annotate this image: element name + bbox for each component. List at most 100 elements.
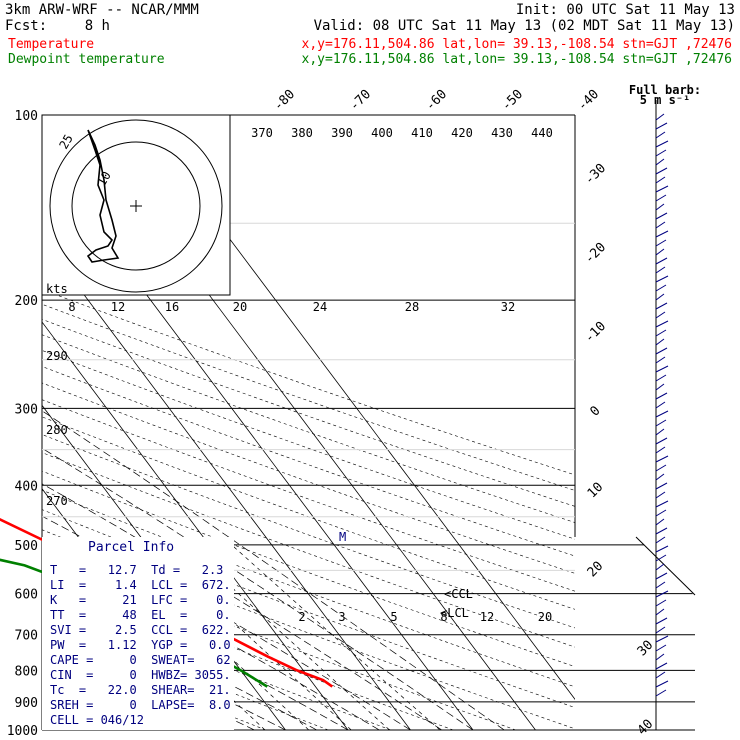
theta-e-label: 430 (491, 126, 513, 140)
hodograph-ring-outer (71, 141, 201, 271)
pressure-label: 1000 (7, 724, 38, 739)
wind-barb (655, 563, 665, 571)
speed-tick-label: 28 (405, 300, 419, 314)
wind-barb (655, 122, 668, 130)
pressure-label: 200 (15, 294, 38, 309)
wind-legend: Full barb: 5 m s⁻¹ (629, 83, 701, 107)
speed-tick-label: 20 (233, 300, 247, 314)
temperature-profile (0, 518, 334, 688)
wind-barb (655, 608, 665, 616)
isotherm-label: -30 (582, 161, 609, 188)
wind-barb (655, 149, 667, 157)
wind-barb (655, 581, 666, 589)
dewpoint-station-info: x,y=176.11,504.86 lat,lon= 39.13,-108.54… (302, 52, 732, 67)
wind-barb (655, 176, 666, 184)
isotherm (42, 321, 349, 730)
header: 3km ARW-WRF -- NCAR/MMM Init: 00 UTC Sat… (5, 2, 735, 67)
theta-label: 270 (46, 494, 68, 508)
wind-barb (655, 473, 665, 481)
theta-label: 280 (46, 423, 68, 437)
wind-barb (655, 392, 668, 400)
wind-barb (655, 410, 669, 418)
wind-barb (655, 320, 669, 328)
wind-barbs (655, 113, 669, 697)
mixing-ratio-label: 12 (480, 610, 494, 624)
dry-adiabat (42, 550, 516, 730)
parcel-info-line: SREH = 0 LAPSE= 8.0 (50, 698, 231, 712)
wind-barb (655, 338, 665, 346)
parcel-info-line: T = 12.7 Td = 2.3 (50, 563, 223, 577)
wind-barb (655, 239, 667, 247)
wind-barb (655, 194, 667, 202)
speed-tick-label: 32 (501, 300, 515, 314)
wind-barb (655, 131, 666, 139)
theta-label: 290 (46, 349, 68, 363)
wind-barb (655, 113, 665, 121)
wind-barb (655, 329, 667, 337)
init-time: Init: 00 UTC Sat 11 May 13 (516, 2, 735, 18)
wind-barb (655, 491, 666, 499)
wind-barb (655, 383, 665, 391)
wind-barb (655, 140, 669, 148)
parcel-info-line: TT = 48 EL = 0. (50, 608, 231, 622)
wind-barb (655, 599, 667, 607)
wind-barb (655, 257, 668, 265)
wind-barb (655, 203, 665, 211)
dewpoint-legend-label: Dewpoint temperature (8, 52, 165, 67)
speed-tick-label: 12 (111, 300, 125, 314)
wind-legend-title: Full barb: (629, 83, 701, 97)
wind-barb (655, 635, 669, 643)
mixing-ratio-label: 20 (538, 610, 552, 624)
wind-legend-units: 5 m s⁻¹ (640, 93, 691, 107)
mixing-ratio-label: 5 (390, 610, 397, 624)
wind-barb (655, 401, 666, 409)
pressure-label: 700 (15, 629, 38, 644)
wind-barb (655, 275, 669, 283)
wind-barb (655, 311, 666, 319)
theta-e-label: 410 (411, 126, 433, 140)
theta-e-label: 420 (451, 126, 473, 140)
mixing-ratio-line (149, 544, 352, 730)
wind-barb (655, 347, 668, 355)
wind-barb (655, 185, 669, 193)
temperature-station-info: x,y=176.11,504.86 lat,lon= 39.13,-108.54… (302, 37, 732, 52)
isotherm-label: 0 (587, 403, 603, 419)
parcel-info-line: Tc = 22.0 SHEAR= 21. (50, 683, 231, 697)
wind-barb (655, 158, 665, 166)
hodograph-trace (86, 129, 120, 263)
wind-barb (655, 653, 665, 661)
valid-time: Valid: 08 UTC Sat 11 May 13 (02 MDT Sat … (314, 18, 735, 34)
wind-barb (655, 590, 669, 598)
isotherm-label: -40 (575, 87, 602, 114)
wind-barb (655, 617, 668, 625)
wind-barb (655, 284, 667, 292)
theta-e-label: 440 (531, 126, 553, 140)
lower-right-axis (635, 536, 696, 596)
parcel-info-line: CELL = 046/12 (50, 713, 144, 727)
wind-barb (655, 374, 667, 382)
isotherm-label: 30 (635, 638, 657, 660)
wind-barb (655, 437, 668, 445)
wind-barb (655, 221, 666, 229)
dry-adiabat (42, 509, 575, 708)
hodograph-axis-label: kts (46, 282, 68, 296)
wind-barb (655, 527, 668, 535)
speed-tick-label: 8 (68, 300, 75, 314)
wind-barb (655, 671, 666, 679)
wind-barb (655, 167, 668, 175)
wind-barb (655, 626, 666, 634)
wind-barb (655, 536, 666, 544)
parcel-info-line: SVI = 2.5 CCL = 622. (50, 623, 231, 637)
isotherm-label: -20 (582, 240, 609, 267)
fcst-value: 8 h (85, 18, 110, 34)
parcel-info-line: CAPE = 0 SWEAT= 62 (50, 653, 231, 667)
moist-adiabat (42, 410, 505, 730)
wind-barb (655, 266, 666, 274)
isotherm-label: 10 (585, 480, 607, 502)
isotherm-label: -60 (423, 87, 450, 114)
isotherm-label: -10 (582, 319, 609, 346)
wind-barb (655, 365, 669, 373)
mixing-ratio-label: 8 (440, 610, 447, 624)
parcel-info-title: Parcel Info (88, 540, 174, 555)
wind-barb (655, 680, 669, 688)
